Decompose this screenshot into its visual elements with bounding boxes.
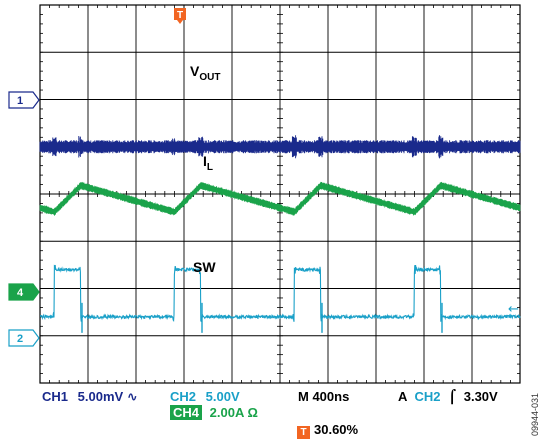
- trigger-level-arrow: ←: [508, 302, 519, 317]
- trigger-channel: CH2: [414, 389, 441, 404]
- timebase-readout: M 400ns: [298, 389, 350, 404]
- ch4-readout: CH4 2.00A Ω: [170, 405, 258, 421]
- vout-label: VOUT: [190, 63, 220, 83]
- ch1-readout: CH1 5.00mV ∿: [42, 389, 138, 406]
- trigger-mode: A: [398, 389, 407, 404]
- il-label-sub: L: [207, 162, 213, 173]
- trigger-position-marker: T: [174, 8, 186, 24]
- ch4-marker-label: 4: [17, 287, 24, 299]
- trace-labels: VOUT IL SW: [190, 63, 220, 275]
- ch1-coupling-icon: ∿: [126, 390, 138, 405]
- ch2-readout-label: CH2: [170, 389, 197, 404]
- ch2-readout: CH2 5.00V: [170, 389, 240, 405]
- il-label: IL: [203, 153, 213, 173]
- ch2-marker: 2: [8, 329, 40, 347]
- traces: [39, 135, 521, 333]
- ch1-marker: 1: [8, 91, 40, 109]
- channel-markers: 1 4 2 T ←: [8, 8, 519, 347]
- trigger-readout: A CH2 ⌠ 3.30V: [398, 389, 498, 406]
- trigger-position-readout: T 30.60%: [297, 422, 358, 439]
- vout-label-main: V: [190, 63, 200, 79]
- ch4-readout-label: CH4: [170, 405, 203, 420]
- trace-vout: [39, 135, 521, 159]
- vout-label-sub: OUT: [199, 72, 220, 83]
- trigger-level: 3.30V: [463, 389, 498, 404]
- trace-sw: [39, 264, 521, 322]
- ch1-readout-value: 5.00mV: [77, 389, 124, 404]
- ch2-marker-label: 2: [17, 333, 23, 345]
- trigger-marker-glyph: T: [177, 10, 183, 21]
- sw-label: SW: [193, 259, 216, 275]
- figure-id: 09944-031: [530, 392, 538, 436]
- trigger-slope-icon: ⌠: [448, 390, 457, 405]
- ch4-readout-value: 2.00A Ω: [209, 405, 258, 420]
- trace-il: [39, 181, 521, 217]
- ch1-marker-label: 1: [17, 95, 23, 107]
- trigger-position-value: 30.60%: [314, 422, 359, 437]
- il-label-main: I: [203, 153, 207, 169]
- ch4-marker: 4: [8, 283, 40, 301]
- trigger-position-icon: T: [297, 426, 310, 439]
- ch2-readout-value: 5.00V: [205, 389, 240, 404]
- ch1-readout-label: CH1: [42, 389, 69, 404]
